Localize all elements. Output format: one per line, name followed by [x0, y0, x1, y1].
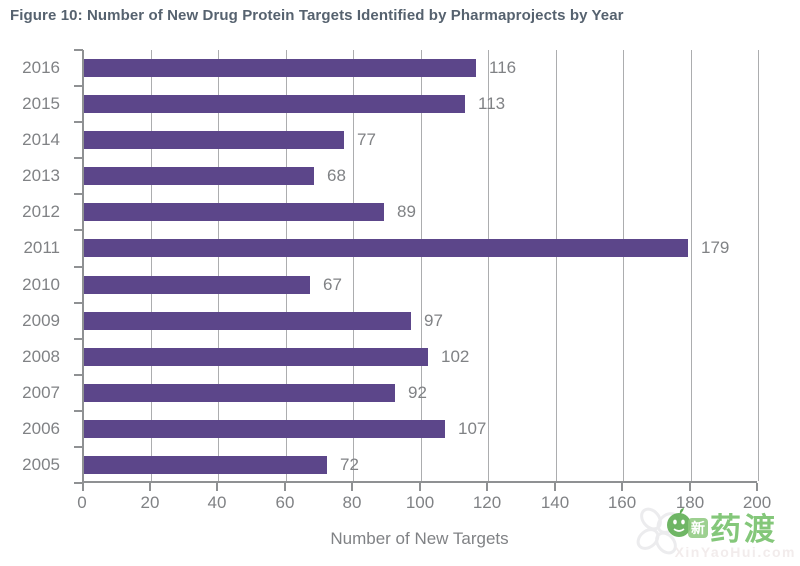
value-label-2005: 72 — [340, 455, 359, 474]
bar-2012 — [84, 203, 384, 221]
y-tick-label-2005: 2005 — [22, 455, 60, 474]
y-axis-tick — [74, 338, 83, 340]
gridline-180 — [691, 50, 692, 481]
watermark-site-url: XinYaoHui.com — [674, 544, 796, 560]
bar-2005 — [84, 456, 327, 474]
gridline-140 — [556, 50, 557, 481]
site-watermark: 新 药渡 XinYaoHui.com — [636, 502, 796, 564]
x-axis-labels: 0 20 40 60 80 100 120 140 160 180 200 — [77, 483, 771, 513]
value-label-2006: 107 — [458, 419, 487, 438]
y-tick-label-2012: 2012 — [22, 202, 60, 221]
y-axis-tick — [74, 266, 83, 268]
y-tick-label-2006: 2006 — [22, 419, 60, 438]
value-label-2008: 102 — [441, 347, 470, 366]
y-tick-label-2013: 2013 — [22, 166, 60, 185]
y-tick-label-2009: 2009 — [22, 311, 60, 330]
x-axis-tick-160 — [621, 483, 623, 491]
y-tick-label-2015: 2015 — [22, 94, 60, 113]
gridline-80 — [353, 50, 354, 481]
bar-2009 — [84, 312, 411, 330]
x-axis-tick-0 — [82, 483, 84, 491]
x-axis-tick-120 — [486, 483, 488, 491]
x-tick-label-100: 100 — [405, 493, 435, 512]
watermark-brand-text: 药渡 — [710, 512, 778, 547]
gridline-120 — [488, 50, 489, 481]
x-axis-title: Number of New Targets — [330, 529, 509, 548]
bar-2010 — [84, 276, 310, 294]
value-label-2016: 116 — [489, 58, 517, 77]
bar-2008 — [84, 348, 428, 366]
value-label-2011: 179 — [701, 238, 730, 257]
x-tick-label-120: 120 — [472, 493, 502, 512]
y-tick-label-2014: 2014 — [22, 130, 60, 149]
bar-2014 — [84, 131, 344, 149]
y-axis-tick — [74, 193, 83, 195]
x-tick-label-200: 200 — [742, 493, 772, 512]
gridline-20 — [151, 50, 152, 481]
plot-area: 116 113 77 68 89 179 67 97 102 92 107 72 — [74, 49, 759, 484]
y-tick-label-2016: 2016 — [22, 58, 60, 77]
x-tick-label-80: 80 — [342, 493, 362, 512]
x-tick-label-180: 180 — [675, 493, 705, 512]
x-axis-tick-20 — [149, 483, 151, 491]
value-label-2007: 92 — [408, 383, 427, 402]
x-tick-label-60: 60 — [275, 493, 295, 512]
x-axis-tick-40 — [216, 483, 218, 491]
gridline-60 — [286, 50, 287, 481]
bar-2015 — [84, 95, 465, 113]
y-axis-tick — [74, 49, 83, 51]
y-axis-tick — [74, 157, 83, 159]
bar-2013 — [84, 167, 314, 185]
gridline-200 — [758, 50, 759, 481]
value-label-2009: 97 — [424, 311, 443, 330]
x-axis-tick-100 — [419, 483, 421, 491]
value-label-2013: 68 — [327, 166, 346, 185]
gridline-100 — [421, 50, 422, 481]
x-axis-tick-200 — [756, 483, 758, 491]
value-label-2014: 77 — [357, 130, 376, 149]
chart-title: Figure 10: Number of New Drug Protein Ta… — [10, 7, 624, 24]
x-tick-label-0: 0 — [77, 493, 87, 512]
y-axis-tick — [74, 482, 83, 484]
y-axis-tick — [74, 229, 83, 231]
bar-2006 — [84, 420, 445, 438]
y-axis-tick — [74, 85, 83, 87]
x-axis-tick-140 — [554, 483, 556, 491]
gridline-40 — [218, 50, 219, 481]
bar-2007 — [84, 384, 395, 402]
green-face-icon — [667, 508, 691, 537]
bar-2016 — [84, 59, 476, 77]
x-axis-tick-80 — [351, 483, 353, 491]
x-tick-label-160: 160 — [607, 493, 637, 512]
watermark-prefix-char: 新 — [688, 518, 708, 538]
y-axis-labels: 2016 2015 2014 2013 2012 2011 2010 2009 2008 2007… — [0, 50, 82, 483]
x-axis-tick-180 — [689, 483, 691, 491]
gridline-160 — [623, 50, 624, 481]
value-label-2010: 67 — [323, 275, 342, 294]
y-tick-label-2007: 2007 — [22, 383, 60, 402]
value-label-2015: 113 — [478, 94, 506, 113]
x-tick-label-40: 40 — [207, 493, 227, 512]
x-tick-label-20: 20 — [140, 493, 160, 512]
y-tick-label-2010: 2010 — [22, 275, 60, 294]
y-axis-tick — [74, 121, 83, 123]
y-axis-tick — [74, 302, 83, 304]
y-tick-label-2008: 2008 — [22, 347, 60, 366]
y-axis-tick — [74, 374, 83, 376]
y-axis-tick — [74, 446, 83, 448]
y-axis-tick — [74, 410, 83, 412]
x-axis-tick-60 — [284, 483, 286, 491]
value-label-2012: 89 — [397, 202, 416, 221]
x-tick-label-140: 140 — [540, 493, 570, 512]
bar-2011 — [84, 239, 688, 257]
y-tick-label-2011: 2011 — [23, 238, 60, 257]
